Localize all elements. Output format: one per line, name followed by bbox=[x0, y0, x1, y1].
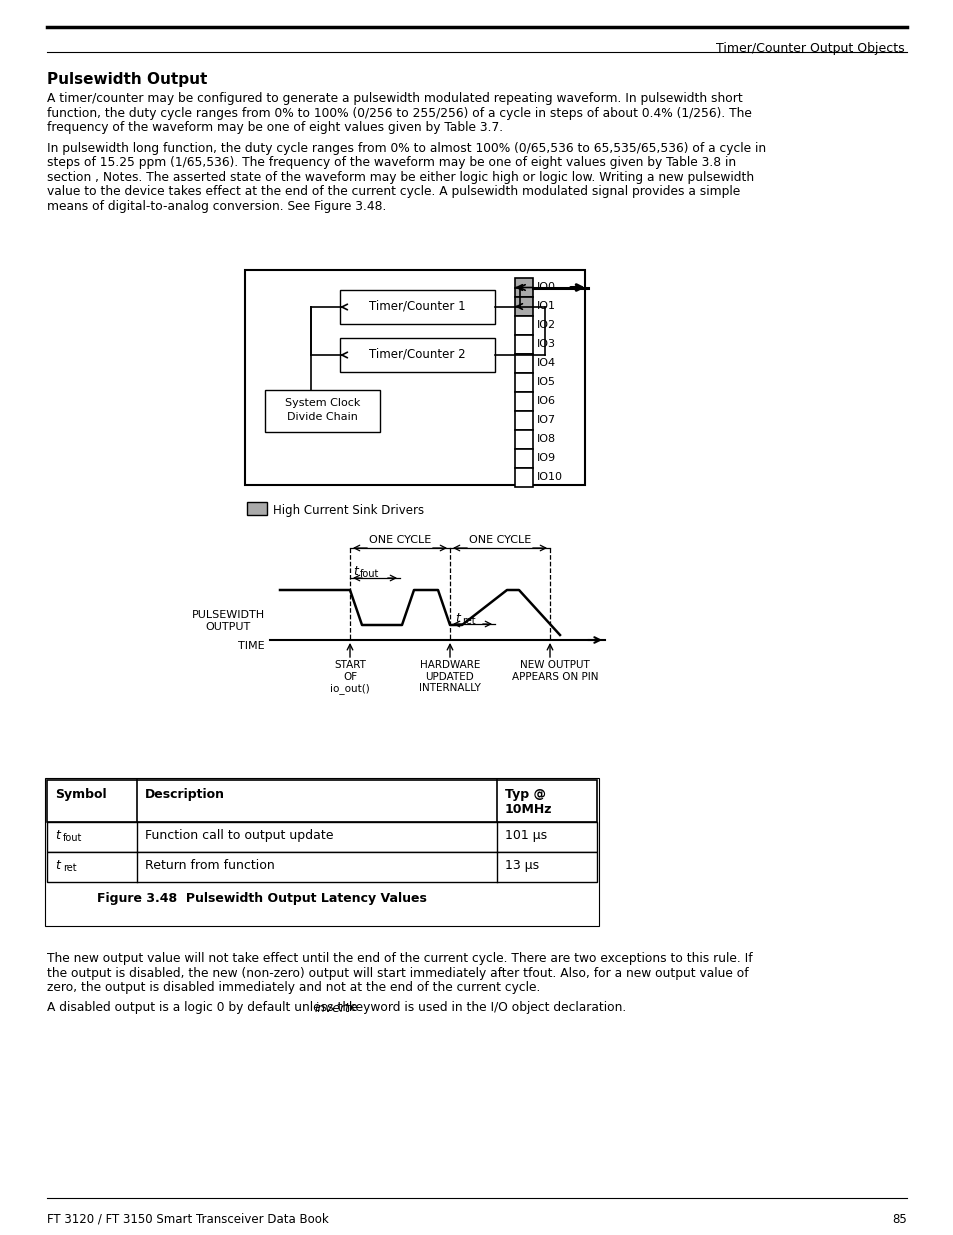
Text: IO2: IO2 bbox=[537, 320, 556, 330]
Text: value to the device takes effect at the end of the current cycle. A pulsewidth m: value to the device takes effect at the … bbox=[47, 185, 740, 198]
Text: steps of 15.25 ppm (1/65,536). The frequency of the waveform may be one of eight: steps of 15.25 ppm (1/65,536). The frequ… bbox=[47, 156, 736, 169]
Text: The new output value will not take effect until the end of the current cycle. Th: The new output value will not take effec… bbox=[47, 952, 752, 965]
Text: IO5: IO5 bbox=[537, 377, 556, 387]
Text: High Current Sink Drivers: High Current Sink Drivers bbox=[273, 504, 424, 517]
Text: Figure 3.48  Pulsewidth Output Latency Values: Figure 3.48 Pulsewidth Output Latency Va… bbox=[97, 892, 426, 905]
Text: IO7: IO7 bbox=[537, 415, 556, 425]
Text: Timer/Counter Output Objects: Timer/Counter Output Objects bbox=[716, 42, 904, 56]
Bar bbox=[339, 290, 495, 324]
Text: keyword is used in the I/O object declaration.: keyword is used in the I/O object declar… bbox=[345, 1002, 625, 1014]
Bar bbox=[265, 390, 379, 432]
Text: frequency of the waveform may be one of eight values given by Table 3.7.: frequency of the waveform may be one of … bbox=[47, 121, 502, 135]
Text: IO8: IO8 bbox=[537, 433, 556, 445]
Text: Timer/Counter 1: Timer/Counter 1 bbox=[369, 299, 465, 312]
Text: Timer/Counter 2: Timer/Counter 2 bbox=[369, 347, 465, 359]
Text: t: t bbox=[55, 829, 60, 842]
Text: A disabled output is a logic 0 by default unless the: A disabled output is a logic 0 by defaul… bbox=[47, 1002, 361, 1014]
Text: Description: Description bbox=[145, 788, 225, 802]
Text: t: t bbox=[353, 564, 357, 578]
Text: t: t bbox=[55, 860, 60, 872]
Text: In pulsewidth long function, the duty cycle ranges from 0% to almost 100% (0/65,: In pulsewidth long function, the duty cy… bbox=[47, 142, 765, 154]
Text: IO1: IO1 bbox=[537, 301, 556, 311]
Bar bbox=[515, 450, 533, 468]
Bar bbox=[47, 781, 597, 823]
Text: Function call to output update: Function call to output update bbox=[145, 829, 334, 842]
Text: NEW OUTPUT
APPEARS ON PIN: NEW OUTPUT APPEARS ON PIN bbox=[511, 659, 598, 682]
Text: A timer/counter may be configured to generate a pulsewidth modulated repeating w: A timer/counter may be configured to gen… bbox=[47, 91, 742, 105]
Bar bbox=[515, 411, 533, 430]
Text: Return from function: Return from function bbox=[145, 860, 274, 872]
Text: the output is disabled, the new (non-zero) output will start immediately after t: the output is disabled, the new (non-zer… bbox=[47, 967, 748, 979]
Bar bbox=[47, 852, 597, 882]
Text: fout: fout bbox=[359, 569, 379, 579]
Text: 101 μs: 101 μs bbox=[504, 829, 547, 842]
Text: HARDWARE
UPDATED
INTERNALLY: HARDWARE UPDATED INTERNALLY bbox=[418, 659, 480, 693]
Bar bbox=[515, 468, 533, 487]
Text: START
OF
io_out(): START OF io_out() bbox=[330, 659, 370, 694]
Text: TIME: TIME bbox=[238, 641, 265, 651]
Text: Divide Chain: Divide Chain bbox=[287, 412, 357, 422]
Text: function, the duty cycle ranges from 0% to 100% (0/256 to 255/256) of a cycle in: function, the duty cycle ranges from 0% … bbox=[47, 106, 751, 120]
Text: IO4: IO4 bbox=[537, 358, 556, 368]
Text: means of digital-to-analog conversion. See Figure 3.48.: means of digital-to-analog conversion. S… bbox=[47, 200, 386, 212]
Text: Pulsewidth Output: Pulsewidth Output bbox=[47, 72, 207, 86]
Bar bbox=[515, 354, 533, 373]
Text: Typ @
10MHz: Typ @ 10MHz bbox=[504, 788, 552, 816]
Text: t: t bbox=[455, 613, 459, 625]
Text: ONE CYCLE: ONE CYCLE bbox=[468, 535, 531, 545]
Text: FT 3120 / FT 3150 Smart Transceiver Data Book: FT 3120 / FT 3150 Smart Transceiver Data… bbox=[47, 1213, 329, 1226]
Bar bbox=[47, 823, 597, 852]
Text: fout: fout bbox=[63, 832, 82, 844]
Text: invert: invert bbox=[314, 1002, 350, 1014]
Bar bbox=[245, 270, 584, 485]
Text: ONE CYCLE: ONE CYCLE bbox=[369, 535, 431, 545]
Text: System Clock: System Clock bbox=[285, 398, 360, 408]
Text: IO10: IO10 bbox=[537, 472, 562, 482]
Text: IO6: IO6 bbox=[537, 396, 556, 406]
Text: IO9: IO9 bbox=[537, 453, 556, 463]
Text: IO3: IO3 bbox=[537, 338, 556, 350]
Bar bbox=[515, 430, 533, 450]
Bar bbox=[515, 335, 533, 354]
Bar bbox=[515, 296, 533, 316]
Bar bbox=[45, 778, 598, 926]
Text: 85: 85 bbox=[891, 1213, 906, 1226]
Text: ret: ret bbox=[461, 616, 476, 626]
Text: section , Notes. The asserted state of the waveform may be either logic high or : section , Notes. The asserted state of t… bbox=[47, 170, 753, 184]
Text: Symbol: Symbol bbox=[55, 788, 107, 802]
Bar bbox=[515, 391, 533, 411]
Bar bbox=[515, 373, 533, 391]
Bar bbox=[339, 338, 495, 372]
Text: PULSEWIDTH
OUTPUT: PULSEWIDTH OUTPUT bbox=[192, 610, 265, 631]
Text: zero, the output is disabled immediately and not at the end of the current cycle: zero, the output is disabled immediately… bbox=[47, 981, 539, 994]
Text: ret: ret bbox=[63, 863, 76, 873]
Text: IO0: IO0 bbox=[537, 282, 556, 291]
Bar bbox=[515, 278, 533, 296]
Bar bbox=[247, 501, 267, 515]
Text: 13 μs: 13 μs bbox=[504, 860, 538, 872]
Bar bbox=[515, 316, 533, 335]
